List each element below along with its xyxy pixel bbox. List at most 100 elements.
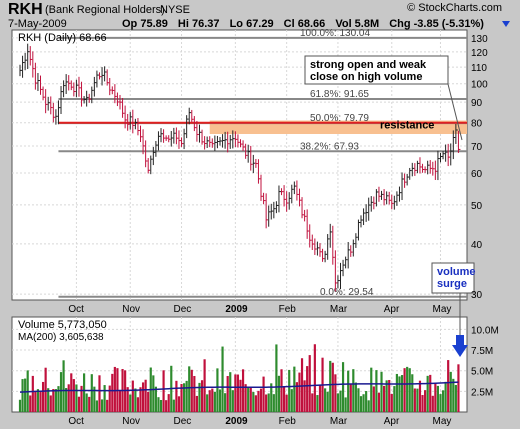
price-legend: RKH (Daily) 68.66 — [18, 32, 107, 44]
change-down-icon — [502, 21, 510, 27]
volume-callout-text: surge — [437, 278, 467, 290]
ma-legend: MA(200) 3,605,638 — [18, 332, 104, 343]
volume-bar — [341, 362, 345, 412]
credit[interactable]: © StockCharts.com — [407, 2, 502, 14]
volume-value: Vol 5.8M — [335, 18, 380, 30]
volume-bar — [303, 380, 306, 412]
volume-bar — [239, 379, 242, 412]
volume-bar — [206, 394, 209, 412]
price-x-label: May — [432, 304, 451, 315]
volume-bar — [47, 388, 50, 412]
volume-arrow-shaft — [456, 335, 464, 346]
volume-bar — [75, 384, 78, 412]
volume-callout-box — [431, 262, 475, 294]
volume-bar — [398, 376, 401, 412]
volume-bar — [403, 368, 406, 412]
volume-bar — [180, 383, 183, 412]
volume-tick-label: 2.5M — [471, 387, 493, 398]
quote-bar: Op 75.89 Hi 76.37 Lo 67.29 Cl 68.66 Vol … — [122, 18, 491, 30]
volume-bar — [298, 372, 301, 412]
volume-bar — [444, 381, 447, 412]
volume-bar — [275, 344, 278, 412]
volume-bar — [395, 373, 398, 412]
volume-bar — [41, 381, 45, 412]
volume-bar — [134, 388, 137, 412]
volume-bar — [247, 387, 250, 412]
volume-tick-label: 5.0M — [471, 367, 493, 378]
volume-bar — [329, 360, 332, 412]
volume-bar — [300, 358, 304, 412]
volume-bar — [336, 393, 340, 412]
price-x-label: Dec — [174, 304, 192, 315]
volume-bar — [172, 399, 175, 412]
fib-level-label: 38.2%: 67.93 — [300, 141, 359, 152]
volume-bar — [434, 382, 437, 412]
volume-bar — [347, 370, 350, 412]
volume-bar — [229, 372, 232, 412]
volume-bar — [413, 388, 416, 412]
volume-bar — [359, 396, 363, 412]
price-tick-label: 120 — [471, 48, 488, 59]
volume-bar — [449, 371, 452, 412]
volume-bar — [83, 373, 86, 412]
volume-bar — [370, 367, 373, 412]
volume-bar — [226, 376, 229, 412]
volume-bar — [280, 369, 283, 412]
volume-bar — [426, 375, 429, 412]
volume-bar — [331, 362, 334, 412]
volume-bar — [231, 390, 234, 412]
volume-bar — [190, 369, 193, 412]
volume-x-label: Apr — [384, 416, 400, 427]
volume-bar — [421, 395, 424, 412]
volume-bar — [93, 386, 96, 412]
volume-tick-label: 7.5M — [471, 346, 493, 357]
volume-bar — [29, 395, 32, 412]
volume-bar — [316, 395, 319, 412]
volume-bar — [70, 373, 73, 412]
volume-bar — [311, 393, 314, 412]
price-tick-label: 30 — [471, 290, 483, 301]
volume-x-label: May — [432, 416, 451, 427]
volume-bar — [216, 368, 219, 412]
volume-bar — [57, 386, 60, 412]
volume-bar — [100, 399, 104, 412]
volume-bar — [162, 370, 165, 412]
volume-bar — [200, 380, 204, 412]
company-name: (Bank Regional Holders) — [45, 4, 165, 16]
volume-bar — [400, 375, 404, 412]
volume-bar — [270, 383, 273, 412]
volume-bar — [80, 385, 83, 412]
volume-bar — [39, 391, 42, 412]
volume-bar — [141, 382, 145, 412]
volume-bar — [362, 394, 365, 412]
price-tick-label: 110 — [471, 63, 487, 74]
volume-bar — [249, 387, 252, 412]
volume-bar — [265, 394, 268, 412]
volume-bar — [388, 379, 391, 412]
price-x-label: Mar — [330, 304, 348, 315]
volume-bar — [390, 393, 393, 412]
volume-bar — [295, 382, 298, 412]
volume-bar — [103, 385, 106, 412]
volume-bar — [159, 399, 163, 412]
volume-bar — [157, 397, 160, 412]
volume-bar — [111, 373, 114, 412]
price-tick-label: 70 — [471, 142, 483, 153]
volume-bar — [393, 386, 396, 412]
volume-bar — [354, 382, 357, 412]
volume-bar — [126, 387, 129, 412]
volume-bar — [454, 384, 457, 412]
symbol: RKH — [8, 1, 43, 18]
annotation-box — [304, 55, 449, 85]
volume-bar — [208, 390, 211, 412]
volume-bar — [106, 399, 109, 412]
volume-bar — [185, 380, 188, 412]
volume-bar — [254, 395, 257, 412]
annotation-text: close on high volume — [310, 71, 422, 83]
volume-bar — [113, 366, 116, 412]
volume-bar — [31, 375, 34, 412]
volume-bar — [144, 379, 147, 412]
low-value: Lo 67.29 — [229, 18, 274, 30]
annotation-pointer — [447, 83, 463, 141]
